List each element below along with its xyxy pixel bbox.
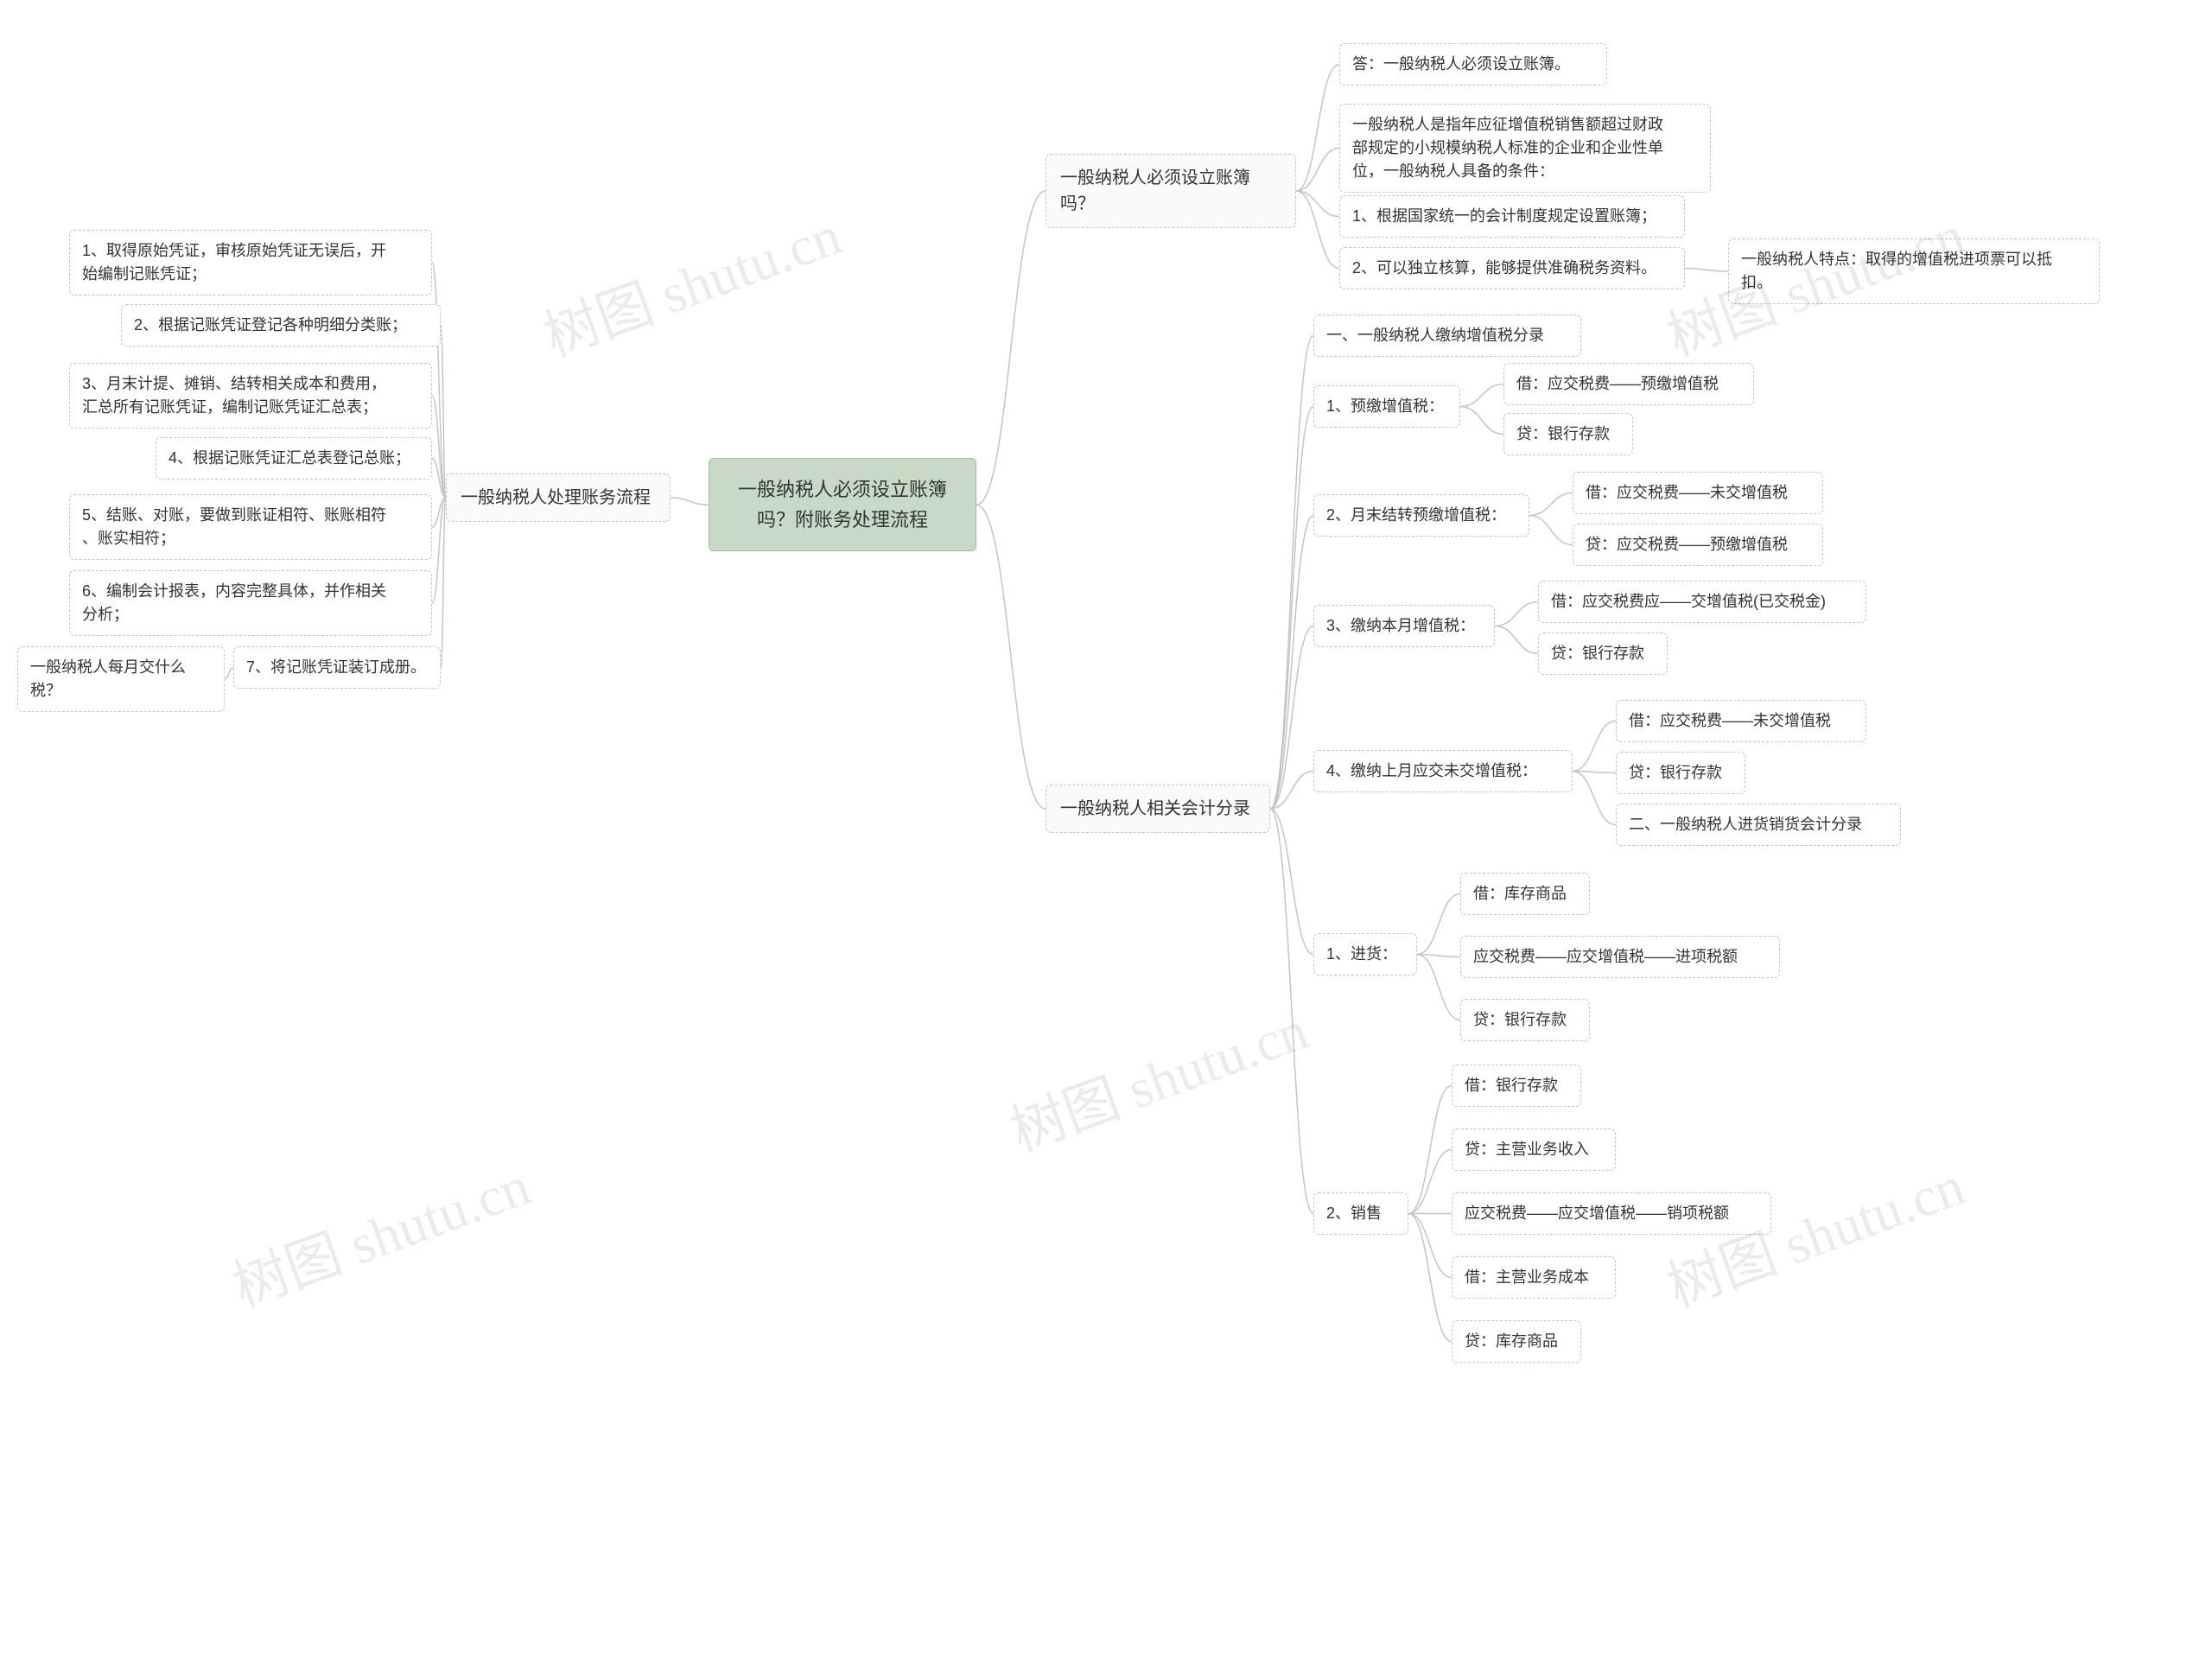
mindmap-node-b1d: 2、可以独立核算，能够提供准确税务资料。 bbox=[1339, 247, 1685, 289]
mindmap-node-b1b: 一般纳税人是指年应征增值税销售额超过财政部规定的小规模纳税人标准的企业和企业性单… bbox=[1339, 104, 1711, 193]
mindmap-node-b2c1: 借：应交税费——未交增值税 bbox=[1573, 472, 1823, 514]
mindmap-node-b3g1: 一般纳税人每月交什么税？ bbox=[17, 646, 225, 712]
mindmap-node-b2e1: 借：应交税费——未交增值税 bbox=[1616, 700, 1866, 742]
mindmap-node-b1a: 答：一般纳税人必须设立账簿。 bbox=[1339, 43, 1607, 86]
mindmap-node-b1c: 1、根据国家统一的会计制度规定设置账簿； bbox=[1339, 195, 1685, 238]
mindmap-node-b3d: 4、根据记账凭证汇总表登记总账； bbox=[156, 437, 432, 480]
mindmap-node-b2c2: 贷：应交税费——预缴增值税 bbox=[1573, 524, 1823, 566]
mindmap-node-b3c: 3、月末计提、摊销、结转相关成本和费用，汇总所有记账凭证，编制记账凭证汇总表； bbox=[69, 363, 432, 429]
mindmap-node-b3e: 5、结账、对账，要做到账证相符、账账相符、账实相符； bbox=[69, 494, 432, 560]
mindmap-node-b2b1: 借：应交税费——预缴增值税 bbox=[1503, 363, 1754, 405]
mindmap-node-b2: 一般纳税人相关会计分录 bbox=[1046, 785, 1270, 833]
mindmap-node-b2e2: 贷：银行存款 bbox=[1616, 752, 1745, 794]
mindmap-node-b2f2: 应交税费——应交增值税——进项税额 bbox=[1460, 936, 1780, 978]
mindmap-node-b2d2: 贷：银行存款 bbox=[1538, 632, 1668, 675]
mindmap-node-b3f: 6、编制会计报表，内容完整具体，并作相关分析； bbox=[69, 570, 432, 636]
mindmap-node-b2g3: 应交税费——应交增值税——销项税额 bbox=[1452, 1192, 1771, 1235]
mindmap-node-b2b2: 贷：银行存款 bbox=[1503, 413, 1633, 455]
mindmap-node-b2g5: 贷：库存商品 bbox=[1452, 1320, 1581, 1363]
mindmap-node-b3b: 2、根据记账凭证登记各种明细分类账； bbox=[121, 304, 441, 346]
mindmap-node-b3: 一般纳税人处理账务流程 bbox=[446, 474, 671, 522]
mindmap-node-root: 一般纳税人必须设立账簿吗？附账务处理流程 bbox=[709, 458, 976, 551]
mindmap-node-b3a: 1、取得原始凭证，审核原始凭证无误后，开始编制记账凭证； bbox=[69, 230, 432, 296]
mindmap-node-b1: 一般纳税人必须设立账簿吗？ bbox=[1046, 154, 1296, 228]
mindmap-node-b2f: 1、进货： bbox=[1313, 933, 1417, 976]
mindmap-node-b2d1: 借：应交税费应——交增值税(已交税金) bbox=[1538, 581, 1866, 623]
mindmap-node-b2b: 1、预缴增值税： bbox=[1313, 385, 1460, 428]
mindmap-node-b2g: 2、销售 bbox=[1313, 1192, 1408, 1235]
mindmap-node-b2g2: 贷：主营业务收入 bbox=[1452, 1128, 1616, 1171]
mindmap-node-b1d1: 一般纳税人特点：取得的增值税进项票可以抵扣。 bbox=[1728, 238, 2100, 304]
mindmap-node-b2e: 4、缴纳上月应交未交增值税： bbox=[1313, 750, 1573, 792]
mindmap-node-b2g4: 借：主营业务成本 bbox=[1452, 1256, 1616, 1299]
watermark: 树图 shutu.cn bbox=[220, 1141, 539, 1322]
mindmap-node-b2c: 2、月末结转预缴增值税： bbox=[1313, 494, 1529, 537]
mindmap-node-b2d: 3、缴纳本月增值税： bbox=[1313, 605, 1495, 647]
mindmap-node-b2f3: 贷：银行存款 bbox=[1460, 999, 1590, 1041]
mindmap-node-b3g: 7、将记账凭证装订成册。 bbox=[233, 646, 441, 689]
watermark: 树图 shutu.cn bbox=[531, 191, 850, 372]
mindmap-node-b2a: 一、一般纳税人缴纳增值税分录 bbox=[1313, 315, 1581, 357]
mindmap-node-b2g1: 借：银行存款 bbox=[1452, 1065, 1581, 1107]
mindmap-node-b2f1: 借：库存商品 bbox=[1460, 873, 1590, 915]
watermark: 树图 shutu.cn bbox=[998, 986, 1317, 1166]
mindmap-node-b2e3: 二、一般纳税人进货销货会计分录 bbox=[1616, 804, 1901, 846]
